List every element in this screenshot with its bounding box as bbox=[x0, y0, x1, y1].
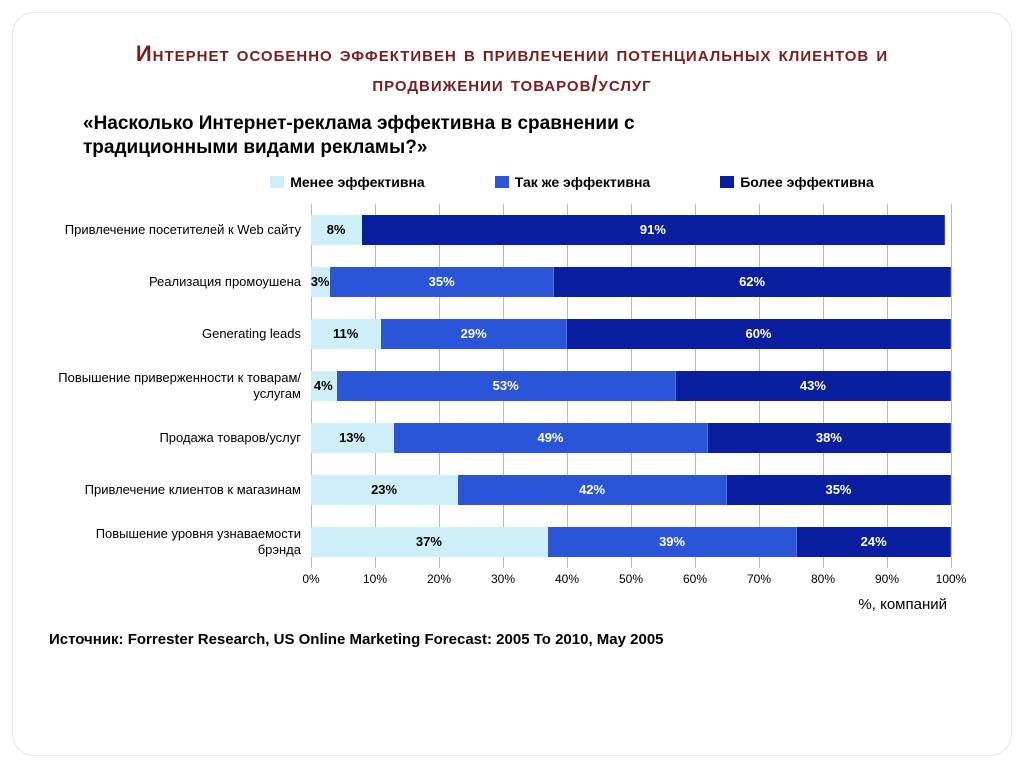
row-label: Реализация промоушена bbox=[53, 274, 311, 290]
bar-value: 49% bbox=[537, 430, 563, 445]
bar-value: 53% bbox=[493, 378, 519, 393]
bar-value: 8% bbox=[327, 222, 346, 237]
legend-item-less: Менее эффективна bbox=[270, 174, 425, 190]
table-row: Повышение приверженности к товарам/услуг… bbox=[53, 360, 975, 412]
plot-area: 23% 42% 35% bbox=[311, 464, 951, 516]
bar-segment-less: 37% bbox=[311, 527, 548, 557]
bar-segment-more: 24% bbox=[797, 527, 951, 557]
main-title: Интернет особенно эффективен в привлечен… bbox=[89, 39, 935, 98]
table-row: Привлечение клиентов к магазинам 23% 42% 35… bbox=[53, 464, 975, 516]
bar-group: 8% 91% bbox=[311, 204, 951, 256]
bar-value: 11% bbox=[333, 326, 358, 341]
row-label: Generating leads bbox=[53, 326, 311, 342]
x-tick-label: 90% bbox=[875, 572, 899, 586]
bar-value: 35% bbox=[429, 274, 455, 289]
x-tick-label: 80% bbox=[811, 572, 835, 586]
bar-value: 23% bbox=[371, 482, 397, 497]
bar-value: 35% bbox=[825, 482, 851, 497]
x-tick-label: 50% bbox=[619, 572, 643, 586]
x-tick-label: 0% bbox=[302, 572, 319, 586]
bar-segment-less: 11% bbox=[311, 319, 381, 349]
plot-area: 13% 49% 38% bbox=[311, 412, 951, 464]
table-row: Повышение уровня узнаваемости брэнда37%3… bbox=[53, 516, 975, 568]
x-tick-label: 30% bbox=[491, 572, 515, 586]
bar-segment-less: 4% bbox=[311, 371, 337, 401]
bar-value: 37% bbox=[416, 534, 442, 549]
x-tick-label: 100% bbox=[936, 572, 967, 586]
bar-value: 43% bbox=[800, 378, 826, 393]
bar-segment-more: 38% bbox=[708, 423, 951, 453]
source-label: Источник: Forrester Research, US Online … bbox=[49, 631, 975, 648]
row-label: Продажа товаров/услуг bbox=[53, 430, 311, 446]
legend-item-more: Более эффективна bbox=[720, 174, 874, 190]
bar-segment-same: 49% bbox=[394, 423, 708, 453]
bar-segment-more: 62% bbox=[554, 267, 951, 297]
bar-value: 39% bbox=[659, 534, 685, 549]
bar-segment-same: 53% bbox=[337, 371, 676, 401]
plot-area: 37% 39% 24% bbox=[311, 516, 951, 568]
bar-segment-more: 43% bbox=[676, 371, 951, 401]
bar-segment-less: 23% bbox=[311, 475, 458, 505]
bar-value: 42% bbox=[579, 482, 605, 497]
bar-segment-less: 13% bbox=[311, 423, 394, 453]
bar-value: 38% bbox=[816, 430, 842, 445]
table-row: Продажа товаров/услуг 13% 49% 38% bbox=[53, 412, 975, 464]
bar-value: 4% bbox=[314, 378, 333, 393]
table-row: Привлечение посетителей к Web сайту 8% 91% bbox=[53, 204, 975, 256]
swatch-more bbox=[720, 176, 734, 188]
legend-label-less: Менее эффективна bbox=[290, 174, 425, 190]
bar-segment-same: 42% bbox=[458, 475, 727, 505]
bar-value: 24% bbox=[861, 534, 887, 549]
bar-value: 3% bbox=[311, 274, 330, 289]
bar-group: 37% 39% 24% bbox=[311, 516, 951, 568]
row-label: Повышение приверженности к товарам/услуг… bbox=[53, 370, 311, 401]
bar-group: 11% 29% 60% bbox=[311, 308, 951, 360]
bar-segment-more: 91% bbox=[362, 215, 944, 245]
bar-group: 23% 42% 35% bbox=[311, 464, 951, 516]
x-tick-label: 40% bbox=[555, 572, 579, 586]
swatch-less bbox=[270, 176, 284, 188]
bar-value: 13% bbox=[339, 430, 365, 445]
plot-area: 8% 91% bbox=[311, 204, 951, 256]
row-label: Привлечение клиентов к магазинам bbox=[53, 482, 311, 498]
x-tick-label: 20% bbox=[427, 572, 451, 586]
bar-chart: Привлечение посетителей к Web сайту 8% 91%… bbox=[53, 204, 975, 613]
x-tick-label: 60% bbox=[683, 572, 707, 586]
bar-segment-less: 3% bbox=[311, 267, 330, 297]
bar-group: 13% 49% 38% bbox=[311, 412, 951, 464]
table-row: Generating leads 11% 29% 60% bbox=[53, 308, 975, 360]
plot-area: 4% 53% 43% bbox=[311, 360, 951, 412]
table-row: Реализация промоушена3% 35% 62% bbox=[53, 256, 975, 308]
row-label: Повышение уровня узнаваемости брэнда bbox=[53, 526, 311, 557]
legend-label-same: Так же эффективна bbox=[515, 174, 650, 190]
legend-item-same: Так же эффективна bbox=[495, 174, 650, 190]
x-tick-label: 10% bbox=[363, 572, 387, 586]
plot-area: 3% 35% 62% bbox=[311, 256, 951, 308]
plot-area: 11% 29% 60% bbox=[311, 308, 951, 360]
swatch-same bbox=[495, 176, 509, 188]
legend: Менее эффективна Так же эффективна Более… bbox=[169, 174, 975, 190]
bar-segment-more: 35% bbox=[727, 475, 951, 505]
bar-group: 3% 35% 62% bbox=[311, 256, 951, 308]
bar-group: 4% 53% 43% bbox=[311, 360, 951, 412]
bar-segment-same: 29% bbox=[381, 319, 567, 349]
bar-value: 29% bbox=[461, 326, 487, 341]
row-label: Привлечение посетителей к Web сайту bbox=[53, 222, 311, 238]
subtitle: «Насколько Интернет-реклама эффективна в… bbox=[83, 112, 723, 160]
bar-segment-same: 35% bbox=[330, 267, 554, 297]
bar-value: 62% bbox=[739, 274, 765, 289]
chart-rows: Привлечение посетителей к Web сайту 8% 91%… bbox=[53, 204, 975, 568]
slide-card: Интернет особенно эффективен в привлечен… bbox=[12, 12, 1012, 756]
x-axis: 0%10%20%30%40%50%60%70%80%90%100% bbox=[311, 568, 951, 590]
bar-segment-less: 8% bbox=[311, 215, 362, 245]
legend-label-more: Более эффективна bbox=[740, 174, 874, 190]
bar-segment-more: 60% bbox=[567, 319, 951, 349]
x-tick-label: 70% bbox=[747, 572, 771, 586]
x-axis-label: %, компаний bbox=[53, 596, 947, 613]
bar-value: 60% bbox=[745, 326, 771, 341]
bar-value: 91% bbox=[640, 222, 666, 237]
bar-segment-same: 39% bbox=[548, 527, 798, 557]
